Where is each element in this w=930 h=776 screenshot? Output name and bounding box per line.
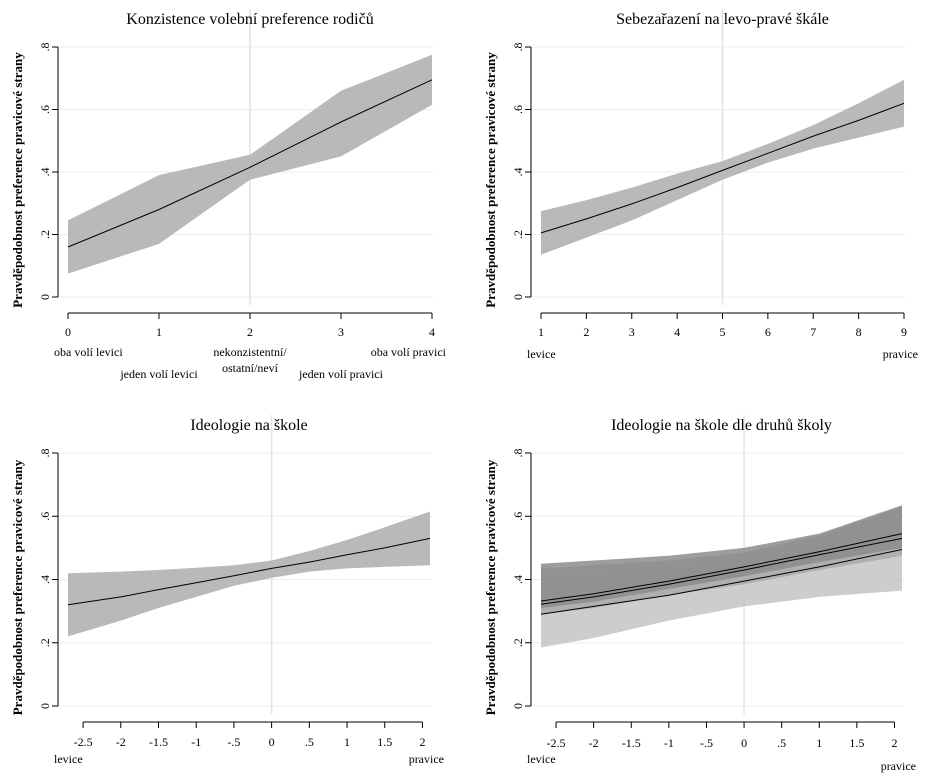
x-tick-label: -1.5 — [149, 735, 168, 749]
prediction-line-2 — [540, 537, 903, 605]
panel-left-right-self-placement: 0 .2 .4 .6 .8 1 2 3 4 5 6 7 8 9 levice pravice Sebezařaz… — [483, 9, 918, 361]
x-tick-label: 1.5 — [377, 735, 392, 749]
x-annotation: oba volí levici — [54, 345, 123, 359]
y-tick-label: .2 — [38, 230, 52, 239]
y-tick-label: 0 — [38, 294, 52, 300]
y-axis-label: Pravděpodobnost preference pravicové str… — [10, 52, 25, 308]
x-tick-label: 1 — [344, 735, 350, 749]
x-tick-label: 1 — [156, 325, 162, 339]
x-annotation: pravice — [409, 752, 444, 766]
y-tick-label: .6 — [511, 512, 525, 521]
y-tick-label: .8 — [38, 449, 52, 458]
y-tick-label: 0 — [511, 294, 525, 300]
prediction-line-1 — [67, 537, 431, 606]
x-tick-label: -2.5 — [74, 735, 93, 749]
x-tick-label: 8 — [856, 325, 862, 339]
x-tick-label: 5 — [720, 325, 726, 339]
prediction-line-1 — [67, 79, 433, 248]
y-tick-label: .4 — [511, 168, 525, 177]
y-tick-label: .2 — [511, 230, 525, 239]
prediction-line-1 — [540, 102, 905, 234]
y-tick-label: .6 — [38, 105, 52, 114]
x-tick-label: -1 — [191, 735, 201, 749]
x-tick-label: -1 — [664, 736, 674, 750]
x-tick-label: 2 — [891, 736, 897, 750]
x-tick-label: 0 — [741, 736, 747, 750]
y-axis-label: Pravděpodobnost preference pravicové str… — [10, 459, 25, 715]
x-tick-label: 7 — [810, 325, 816, 339]
x-tick-label: 0 — [65, 325, 71, 339]
x-tick-label: 1.5 — [849, 736, 864, 750]
x-tick-label: 2 — [247, 325, 253, 339]
x-tick-label: .5 — [305, 735, 314, 749]
y-tick-label: .8 — [511, 449, 525, 458]
panel-school-ideology-by-school-type: 0 .2 .4 .6 .8 -2.5 -2 -1.5 -1 -.5 0 .5 1 1.5 2 levice pr… — [483, 415, 916, 773]
x-tick-label: 1 — [816, 736, 822, 750]
panel-school-ideology: 0 .2 .4 .6 .8 -2.5 -2 -1.5 -1 -.5 0 .5 1 1.5 2 levice pr… — [10, 415, 444, 766]
x-annotation: levice — [527, 347, 556, 361]
x-annotation: pravice — [883, 347, 918, 361]
x-annotation: ostatní/neví — [222, 361, 279, 375]
x-annotation: nekonzistentní/ — [213, 345, 287, 359]
x-annotation: levice — [527, 752, 556, 766]
y-tick-label: .6 — [38, 512, 52, 521]
confidence-band-1 — [68, 54, 432, 274]
x-tick-label: 0 — [269, 735, 275, 749]
x-tick-label: 2 — [583, 325, 589, 339]
panel-title: Ideologie na škole dle druhů školy — [611, 417, 832, 434]
y-tick-label: 0 — [511, 703, 525, 709]
x-tick-label: -2 — [116, 735, 126, 749]
y-axis-label: Pravděpodobnost preference pravicové str… — [483, 52, 498, 308]
prediction-line-3 — [540, 533, 903, 602]
x-annotation: jeden volí pravici — [298, 367, 384, 381]
x-tick-label: -.5 — [227, 735, 240, 749]
confidence-band-1 — [541, 79, 904, 255]
y-tick-label: .4 — [511, 575, 525, 584]
y-tick-label: .2 — [511, 638, 525, 647]
x-annotation: oba volí pravici — [371, 345, 447, 359]
x-tick-label: 2 — [419, 735, 425, 749]
x-tick-label: -.5 — [700, 736, 713, 750]
x-tick-label: 3 — [629, 325, 635, 339]
y-tick-label: 0 — [38, 703, 52, 709]
confidence-band-1 — [68, 511, 430, 637]
x-tick-label: -1.5 — [622, 736, 641, 750]
y-tick-label: .4 — [38, 575, 52, 584]
y-tick-label: .4 — [38, 168, 52, 177]
x-tick-label: 9 — [901, 325, 907, 339]
x-annotation: levice — [54, 752, 83, 766]
x-tick-label: 3 — [338, 325, 344, 339]
y-tick-label: .2 — [38, 638, 52, 647]
x-tick-label: .5 — [777, 736, 786, 750]
panel-parent-vote-consistency: 0 .2 .4 .6 .8 0 1 2 3 4 oba volí levici jeden volí … — [10, 9, 447, 381]
x-tick-label: 6 — [765, 325, 771, 339]
y-tick-label: .8 — [38, 43, 52, 52]
x-tick-label: 4 — [674, 325, 680, 339]
x-tick-label: -2 — [589, 736, 599, 750]
panel-title: Konzistence volební preference rodičů — [126, 11, 373, 28]
confidence-band-3 — [541, 505, 902, 608]
x-annotation: pravice — [881, 759, 916, 773]
y-axis-label: Pravděpodobnost preference pravicové str… — [483, 459, 498, 715]
y-tick-label: .6 — [511, 105, 525, 114]
x-annotation: jeden volí levici — [119, 367, 198, 381]
x-tick-label: -2.5 — [547, 736, 566, 750]
prediction-line-1 — [540, 549, 903, 615]
x-tick-label: 4 — [429, 325, 435, 339]
panel-title: Ideologie na škole — [190, 417, 307, 434]
x-tick-label: 1 — [538, 325, 544, 339]
y-tick-label: .8 — [511, 43, 525, 52]
panel-title: Sebezařazení na levo-pravé škále — [616, 11, 829, 28]
